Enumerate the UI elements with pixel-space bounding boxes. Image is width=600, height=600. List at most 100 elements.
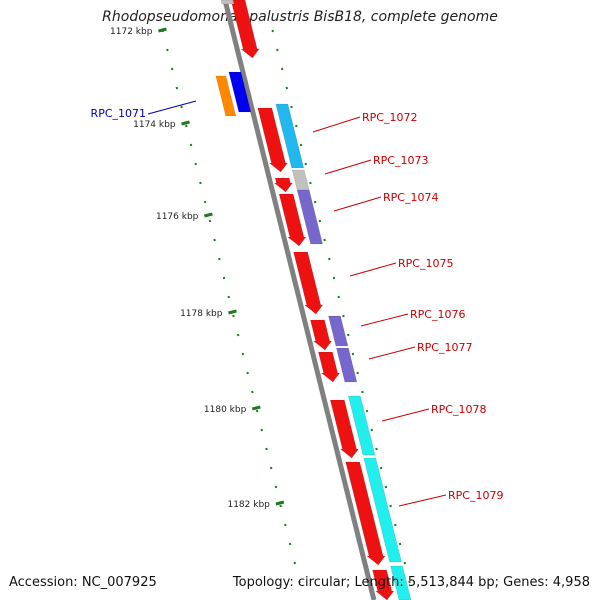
- guide-dot: [222, 276, 226, 280]
- callout-line: [147, 100, 197, 115]
- guide-dot: [379, 466, 383, 470]
- guide-dot: [236, 333, 240, 337]
- tick-mark: [275, 500, 285, 506]
- guide-dot: [304, 162, 307, 166]
- guide-dot: [280, 67, 284, 71]
- guide-lines: [161, 29, 411, 584]
- guide-dot: [295, 124, 298, 128]
- guide-dot: [180, 105, 183, 109]
- gene-label: RPC_1075: [398, 257, 453, 270]
- tick-label: 1180 kbp: [204, 405, 247, 415]
- gene-block: [347, 395, 376, 456]
- tick-label: 1172 kbp: [110, 27, 153, 37]
- guide-dot: [241, 352, 245, 356]
- guide-dot: [375, 447, 378, 451]
- accession-text: Accession: NC_007925: [9, 575, 157, 590]
- guide-dot: [346, 333, 350, 337]
- gene-label: RPC_1077: [417, 341, 472, 354]
- gene-label: RPC_1072: [362, 111, 417, 124]
- guide-dot: [284, 523, 287, 527]
- gene-block: [345, 461, 386, 566]
- guide-dot: [293, 561, 297, 565]
- gene-block: [220, 0, 235, 5]
- gene-block: [275, 103, 305, 169]
- callout-line: [360, 313, 409, 327]
- guide-dot: [351, 352, 355, 356]
- guide-dot: [299, 143, 303, 147]
- guide-dot: [370, 428, 373, 432]
- guide-dot: [398, 542, 402, 546]
- tick-label: 1176 kbp: [156, 212, 199, 222]
- callout-line: [312, 116, 361, 133]
- guide-dot: [166, 48, 169, 52]
- guide-dot: [365, 409, 369, 413]
- guide-dot: [389, 504, 392, 508]
- guide-dot: [361, 390, 364, 394]
- tick-label: 1178 kbp: [180, 309, 223, 319]
- tick-label: 1182 kbp: [227, 500, 270, 510]
- gene-label: RPC_1074: [383, 191, 438, 204]
- guide-dot: [318, 219, 322, 223]
- guide-dot: [328, 257, 331, 261]
- guide-dot: [290, 105, 293, 109]
- gene-block: [336, 347, 358, 383]
- guide-dot: [185, 124, 188, 128]
- gene-block: [278, 193, 307, 247]
- guide-dot: [332, 276, 336, 280]
- guide-dot: [394, 523, 397, 527]
- gene-label: RPC_1073: [373, 154, 428, 167]
- guide-dot: [213, 238, 216, 242]
- guide-dot: [194, 162, 197, 166]
- tick-mark: [228, 309, 237, 315]
- genome-backbone: [222, 0, 377, 600]
- guide-dot: [218, 257, 221, 261]
- gene-block: [372, 569, 395, 600]
- topology-text: Topology: circular; Length: 5,513,844 bp…: [232, 575, 590, 590]
- gene-label: RPC_1078: [431, 403, 486, 416]
- guide-dot: [175, 86, 179, 90]
- gene-block: [296, 189, 323, 245]
- guide-dot: [403, 561, 407, 565]
- guide-dot: [337, 295, 340, 299]
- guide-dot: [203, 200, 207, 204]
- guide-dot: [309, 181, 312, 185]
- gene-block: [230, 0, 260, 59]
- gene-block: [390, 565, 412, 600]
- callout-line: [381, 408, 430, 422]
- tick-label: 1174 kbp: [133, 120, 176, 130]
- guide-dot: [170, 67, 174, 71]
- callout-line: [398, 494, 447, 507]
- gene-block: [329, 399, 360, 459]
- gene-block: [363, 457, 402, 563]
- guide-dot: [246, 371, 249, 375]
- guide-dot: [255, 409, 259, 413]
- gene-block: [228, 71, 252, 113]
- guide-dot: [323, 238, 326, 242]
- guide-dot: [313, 200, 317, 204]
- guide-dot: [298, 580, 301, 584]
- guide-dot: [356, 371, 359, 375]
- gene-block: [293, 251, 324, 315]
- gene-block: [310, 319, 333, 351]
- guide-dot: [384, 485, 388, 489]
- tick-mark: [251, 405, 261, 411]
- callout-line: [333, 196, 382, 212]
- gene-label: RPC_1071: [91, 107, 146, 120]
- callout-line: [324, 159, 372, 175]
- guide-dot: [208, 219, 212, 223]
- tick-mark: [158, 27, 167, 33]
- guide-dot: [189, 143, 193, 147]
- gene-block: [328, 315, 349, 347]
- callout-line: [368, 346, 416, 360]
- guide-dot: [232, 314, 235, 318]
- guide-dot: [288, 542, 292, 546]
- guide-dot: [265, 447, 268, 451]
- map-title: Rhodopseudomonas palustris BisB18, compl…: [102, 9, 498, 25]
- gene-label: RPC_1076: [410, 308, 465, 321]
- gene-block: [318, 351, 341, 383]
- gene-block: [215, 75, 237, 117]
- guide-dot: [251, 390, 254, 394]
- gene-block: [257, 107, 289, 173]
- guide-dot: [227, 295, 230, 299]
